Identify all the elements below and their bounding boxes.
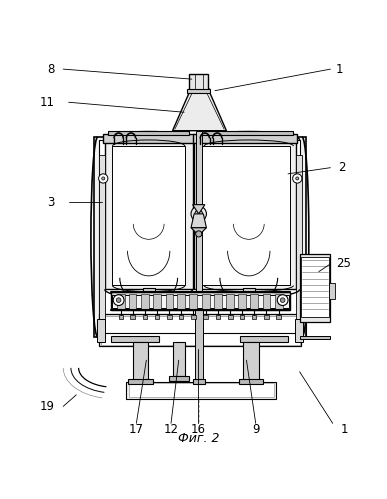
Text: 9: 9 (252, 423, 259, 436)
Bar (300, 254, 330, 322)
Bar (252, 315, 257, 318)
Polygon shape (191, 228, 206, 236)
Bar (243, 288, 255, 295)
Bar (329, 283, 335, 298)
Bar (190, 74, 208, 91)
Bar (250, 294, 258, 308)
Bar (105, 140, 193, 289)
Bar (99, 314, 301, 346)
Bar (214, 294, 222, 308)
Bar (169, 376, 189, 381)
Bar (145, 295, 152, 305)
Bar (300, 335, 330, 339)
Bar (111, 335, 159, 342)
Bar (200, 146, 289, 285)
Bar (153, 294, 161, 308)
Bar (194, 140, 296, 289)
Bar (203, 315, 208, 318)
Bar (226, 294, 234, 308)
Bar (128, 383, 274, 397)
Bar (97, 318, 105, 342)
Circle shape (191, 206, 206, 222)
Text: 8: 8 (47, 62, 55, 76)
Text: 19: 19 (40, 400, 55, 413)
Polygon shape (193, 205, 205, 214)
Bar (195, 310, 202, 381)
Text: 3: 3 (47, 196, 55, 209)
Bar (295, 318, 303, 342)
Bar (275, 294, 283, 308)
Polygon shape (191, 214, 206, 228)
Bar (177, 294, 185, 308)
Bar (240, 315, 244, 318)
Bar (187, 89, 210, 93)
Text: 25: 25 (336, 257, 351, 270)
Bar (228, 315, 233, 318)
Bar (197, 131, 293, 135)
Circle shape (296, 177, 299, 180)
Bar (111, 292, 290, 310)
Bar (193, 379, 205, 384)
Circle shape (102, 177, 105, 180)
Circle shape (280, 298, 285, 302)
Text: 2: 2 (338, 161, 346, 174)
Text: 1: 1 (341, 423, 348, 436)
Bar (264, 315, 269, 318)
Bar (190, 294, 197, 308)
Bar (202, 294, 209, 308)
Bar (193, 134, 297, 143)
Bar (263, 294, 271, 308)
Bar (179, 315, 183, 318)
Bar (245, 295, 253, 305)
Bar (128, 379, 152, 384)
Bar (126, 382, 276, 399)
Bar (113, 295, 289, 308)
Bar (99, 140, 300, 334)
Bar (103, 134, 194, 143)
Bar (191, 315, 196, 318)
Circle shape (277, 295, 288, 305)
Polygon shape (173, 89, 226, 131)
Circle shape (99, 174, 108, 183)
Bar (166, 294, 173, 308)
Bar (113, 146, 185, 285)
Text: 17: 17 (129, 423, 144, 436)
Bar (142, 315, 147, 318)
Bar (132, 342, 148, 380)
Bar (128, 294, 136, 308)
Bar (130, 315, 135, 318)
Bar (94, 137, 306, 337)
Bar (167, 315, 172, 318)
Bar (119, 315, 123, 318)
Bar (117, 294, 125, 308)
Circle shape (195, 210, 202, 218)
Bar (141, 294, 149, 308)
Bar (99, 155, 105, 325)
Circle shape (196, 231, 202, 237)
Text: Фиг. 2: Фиг. 2 (178, 432, 219, 445)
Bar (240, 335, 288, 342)
Bar (155, 315, 159, 318)
Text: 16: 16 (190, 423, 205, 436)
Bar (239, 379, 264, 384)
Circle shape (293, 174, 302, 183)
Bar (276, 315, 281, 318)
Bar (196, 131, 202, 300)
Bar (238, 294, 246, 308)
Bar (296, 155, 302, 325)
Text: 1: 1 (336, 62, 343, 76)
Bar (101, 315, 300, 345)
Text: 11: 11 (40, 96, 55, 109)
Circle shape (113, 295, 124, 305)
Bar (173, 342, 185, 376)
Bar (142, 288, 155, 295)
Circle shape (116, 298, 121, 302)
Text: 12: 12 (163, 423, 178, 436)
Bar (243, 342, 259, 380)
Bar (108, 131, 190, 135)
Bar (301, 257, 329, 317)
Bar (216, 315, 220, 318)
